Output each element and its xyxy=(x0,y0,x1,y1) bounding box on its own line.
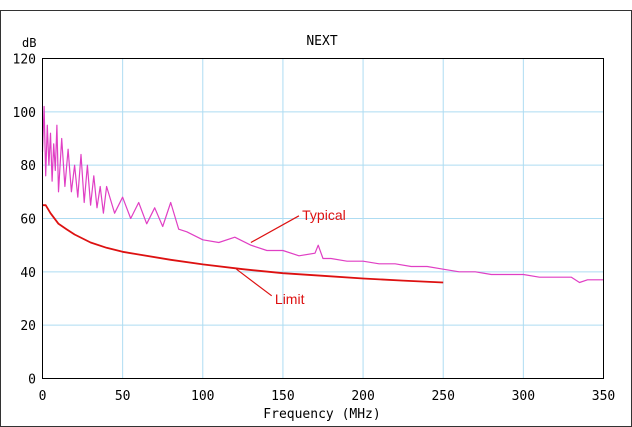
chart-title: NEXT xyxy=(306,34,337,49)
typical-annotation: Typical xyxy=(302,207,346,223)
typical-leader-line xyxy=(250,215,300,244)
plot-area-border xyxy=(42,58,604,379)
x-tick-label: 250 xyxy=(431,389,454,404)
limit-leader-line xyxy=(236,268,273,297)
annotations: Typical Limit xyxy=(236,207,346,307)
x-tick-label: 50 xyxy=(115,389,131,404)
x-tick-label: 0 xyxy=(39,389,47,404)
y-tick-label: 20 xyxy=(20,319,36,334)
x-axis-label: Frequency (MHz) xyxy=(263,407,380,422)
y-tick-label: 0 xyxy=(28,373,36,388)
y-axis-label: dB xyxy=(22,36,36,50)
y-tick-label: 60 xyxy=(20,213,36,228)
x-tick-label: 150 xyxy=(271,389,294,404)
limit-annotation: Limit xyxy=(275,291,305,307)
y-tick-label: 120 xyxy=(13,53,36,68)
x-tick-label: 300 xyxy=(512,389,535,404)
series-line-limit xyxy=(42,204,444,284)
tick-labels: 0 50 100 150 200 250 300 350 0 20 40 60 80 100 120 xyxy=(13,53,616,405)
x-tick-label: 100 xyxy=(191,389,214,404)
y-tick-label: 100 xyxy=(13,106,36,121)
y-tick-label: 40 xyxy=(20,266,36,281)
x-tick-label: 350 xyxy=(592,389,615,404)
y-tick-label: 80 xyxy=(20,159,36,174)
x-tick-label: 200 xyxy=(351,389,374,404)
series-lines xyxy=(41,105,604,284)
grid xyxy=(42,58,604,379)
series-line-typical xyxy=(41,105,604,284)
